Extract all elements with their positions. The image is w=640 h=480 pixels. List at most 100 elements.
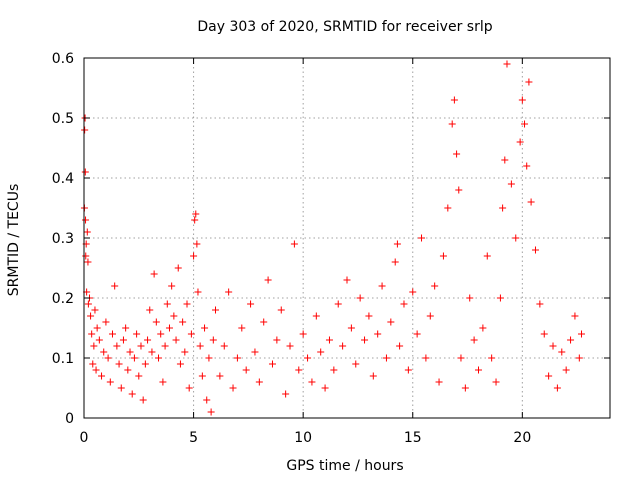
data-point (152, 318, 160, 326)
data-point (496, 294, 504, 302)
data-point (212, 306, 219, 314)
data-point (273, 336, 281, 344)
data-point (396, 342, 404, 350)
data-point (205, 354, 213, 362)
data-point (567, 336, 575, 344)
x-axis-label: GPS time / hours (286, 458, 403, 474)
data-point (378, 282, 386, 290)
data-point (144, 336, 152, 344)
data-point (108, 330, 116, 338)
data-point (220, 342, 228, 350)
data-point (191, 216, 199, 224)
y-tick-label: 0.6 (52, 51, 74, 67)
data-point (521, 120, 529, 128)
data-point (330, 366, 338, 374)
data-point (501, 156, 509, 164)
data-point (374, 330, 382, 338)
data-point (571, 312, 579, 320)
data-point (122, 324, 130, 332)
data-point (404, 366, 412, 374)
data-point (426, 312, 434, 320)
data-point (174, 264, 182, 272)
data-point (203, 396, 211, 404)
data-point (553, 384, 561, 392)
data-point (418, 234, 426, 242)
data-point (251, 348, 259, 356)
data-point (455, 186, 463, 194)
data-point (295, 366, 303, 374)
data-point (286, 342, 294, 350)
data-point (361, 336, 369, 344)
data-point (536, 300, 544, 308)
data-point (163, 300, 171, 308)
data-point (201, 324, 209, 332)
data-point (413, 330, 421, 338)
data-point (102, 318, 110, 326)
data-point (479, 324, 487, 332)
data-point (308, 378, 316, 386)
data-point (196, 342, 204, 350)
data-point (507, 180, 515, 188)
data-point (81, 168, 89, 176)
data-point (81, 126, 89, 134)
y-tick-label: 0.3 (52, 231, 74, 247)
data-point (339, 342, 347, 350)
data-point (499, 204, 507, 212)
data-point (192, 210, 200, 218)
data-point (461, 384, 469, 392)
data-point (470, 336, 478, 344)
data-point (124, 366, 132, 374)
data-point (89, 360, 97, 368)
data-point (290, 240, 298, 248)
y-tick-label: 0.1 (52, 351, 74, 367)
data-point (128, 390, 136, 398)
data-point (562, 366, 570, 374)
data-point (518, 96, 526, 104)
data-point (148, 348, 156, 356)
data-point (492, 378, 500, 386)
data-point (90, 342, 98, 350)
y-tick-label: 0.5 (52, 111, 74, 127)
data-point (141, 360, 149, 368)
data-point (334, 300, 342, 308)
data-point (540, 330, 548, 338)
data-point (183, 300, 191, 308)
data-point (268, 360, 276, 368)
data-point (255, 378, 263, 386)
data-point (369, 372, 377, 380)
data-point (137, 342, 145, 350)
data-point (343, 276, 351, 284)
data-point (325, 336, 333, 344)
data-point (352, 360, 360, 368)
data-point (133, 330, 141, 338)
data-point (512, 234, 520, 242)
grid-lines (84, 58, 610, 418)
data-point (457, 354, 465, 362)
data-point (198, 372, 206, 380)
data-point (321, 384, 329, 392)
data-point (347, 324, 355, 332)
data-point (98, 372, 106, 380)
data-point (422, 354, 430, 362)
axis-ticks (83, 57, 610, 419)
data-point (448, 120, 456, 128)
data-point (194, 288, 202, 296)
data-point (409, 288, 417, 296)
data-point (82, 216, 90, 224)
data-point (247, 300, 255, 308)
data-point (503, 60, 511, 68)
data-point (216, 372, 224, 380)
data-point (365, 312, 373, 320)
data-point (282, 390, 290, 398)
data-point (130, 354, 138, 362)
data-point (88, 330, 96, 338)
data-point (126, 348, 134, 356)
data-point (185, 384, 193, 392)
y-tick-label: 0 (65, 411, 74, 427)
data-point (483, 252, 491, 260)
data-point (264, 276, 272, 284)
data-point (523, 162, 531, 170)
data-point (84, 300, 92, 308)
data-point (172, 336, 180, 344)
